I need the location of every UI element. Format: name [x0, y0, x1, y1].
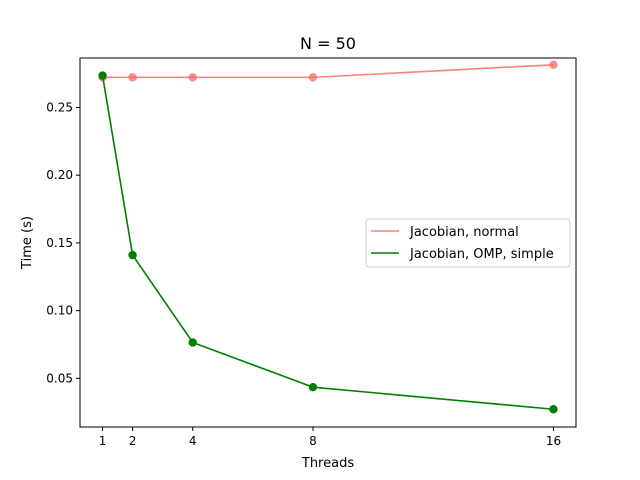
x-tick-label: 16 [546, 434, 561, 448]
y-axis: 0.05 0.10 0.15 0.20 0.25 [46, 100, 80, 385]
y-tick-label: 0.05 [46, 371, 73, 385]
y-axis-label: Time (s) [20, 216, 35, 270]
series-jacobian-omp-simple [98, 71, 558, 414]
data-point-jacobian-normal [188, 73, 197, 82]
data-point-jacobian-normal [128, 73, 137, 82]
x-tick-label: 1 [99, 434, 107, 448]
y-tick-label: 0.20 [46, 168, 73, 182]
y-tick-label: 0.25 [46, 100, 73, 114]
x-tick-label: 8 [309, 434, 317, 448]
legend-box [365, 218, 571, 268]
data-point-jacobian-omp-simple [128, 250, 137, 260]
data-point-jacobian-omp-simple [308, 382, 318, 392]
y-tick-label: 0.10 [46, 304, 73, 318]
legend: Jacobian, normal Jacobian, OMP, simple [365, 218, 571, 268]
legend-label-jacobian-normal: Jacobian, normal [409, 225, 519, 240]
data-point-jacobian-normal [308, 73, 318, 82]
series-layer [98, 60, 558, 414]
chart-title: N = 50 [300, 34, 356, 53]
x-axis: 1 2 4 8 16 [99, 427, 561, 448]
legend-label-jacobian-omp-simple: Jacobian, OMP, simple [409, 247, 554, 262]
y-tick-label: 0.15 [46, 236, 73, 250]
data-point-jacobian-omp-simple [549, 405, 558, 414]
data-point-jacobian-omp-simple [188, 338, 197, 347]
x-axis-label: Threads [301, 456, 354, 471]
x-tick-label: 2 [129, 434, 137, 448]
data-point-jacobian-omp-simple [98, 71, 107, 80]
data-point-jacobian-normal [549, 60, 558, 69]
x-tick-label: 4 [189, 434, 197, 448]
